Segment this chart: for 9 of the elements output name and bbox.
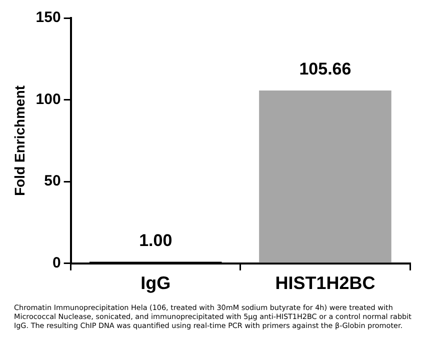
x-tick-label: HIST1H2BC [275,273,376,294]
y-tick-label: 50 [44,172,61,190]
y-tick-label: 0 [52,254,61,272]
y-tick-label: 100 [36,90,61,108]
y-tick-label: 150 [36,9,61,26]
y-axis-title: Fold Enrichment [11,85,28,196]
data-label: 1.00 [139,230,172,250]
x-tick-label: IgG [140,273,171,294]
data-label: 105.66 [299,60,352,79]
